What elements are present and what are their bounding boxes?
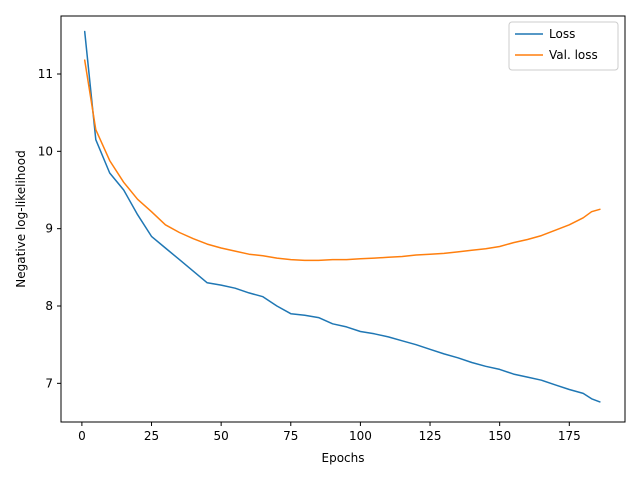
y-tick-label: 10 xyxy=(38,144,53,158)
legend-label: Val. loss xyxy=(549,48,598,62)
x-tick-label: 150 xyxy=(488,429,511,443)
x-tick-label: 100 xyxy=(349,429,372,443)
x-axis-label: Epochs xyxy=(322,451,365,465)
y-tick-label: 9 xyxy=(45,222,53,236)
y-axis-ticks: 7 8 9 10 11 xyxy=(38,67,61,390)
series-line-loss xyxy=(83,30,601,403)
y-tick-label: 8 xyxy=(45,299,53,313)
y-tick-label: 11 xyxy=(38,67,53,81)
x-tick-label: 125 xyxy=(419,429,442,443)
y-axis-label: Negative log-likelihood xyxy=(14,150,28,287)
x-tick-label: 50 xyxy=(214,429,229,443)
x-tick-label: 0 xyxy=(78,429,86,443)
legend-label: Loss xyxy=(549,27,575,41)
series-layer xyxy=(83,30,601,403)
x-tick-label: 25 xyxy=(144,429,159,443)
legend: Loss Val. loss xyxy=(508,21,619,71)
y-tick-label: 7 xyxy=(45,376,53,390)
x-tick-label: 75 xyxy=(283,429,298,443)
plot-frame xyxy=(60,15,626,423)
series-line-val-loss xyxy=(83,59,601,262)
x-tick-label: 175 xyxy=(558,429,581,443)
plot-area xyxy=(61,16,625,422)
x-axis-ticks: 0 25 50 75 100 125 150 175 xyxy=(78,422,581,443)
